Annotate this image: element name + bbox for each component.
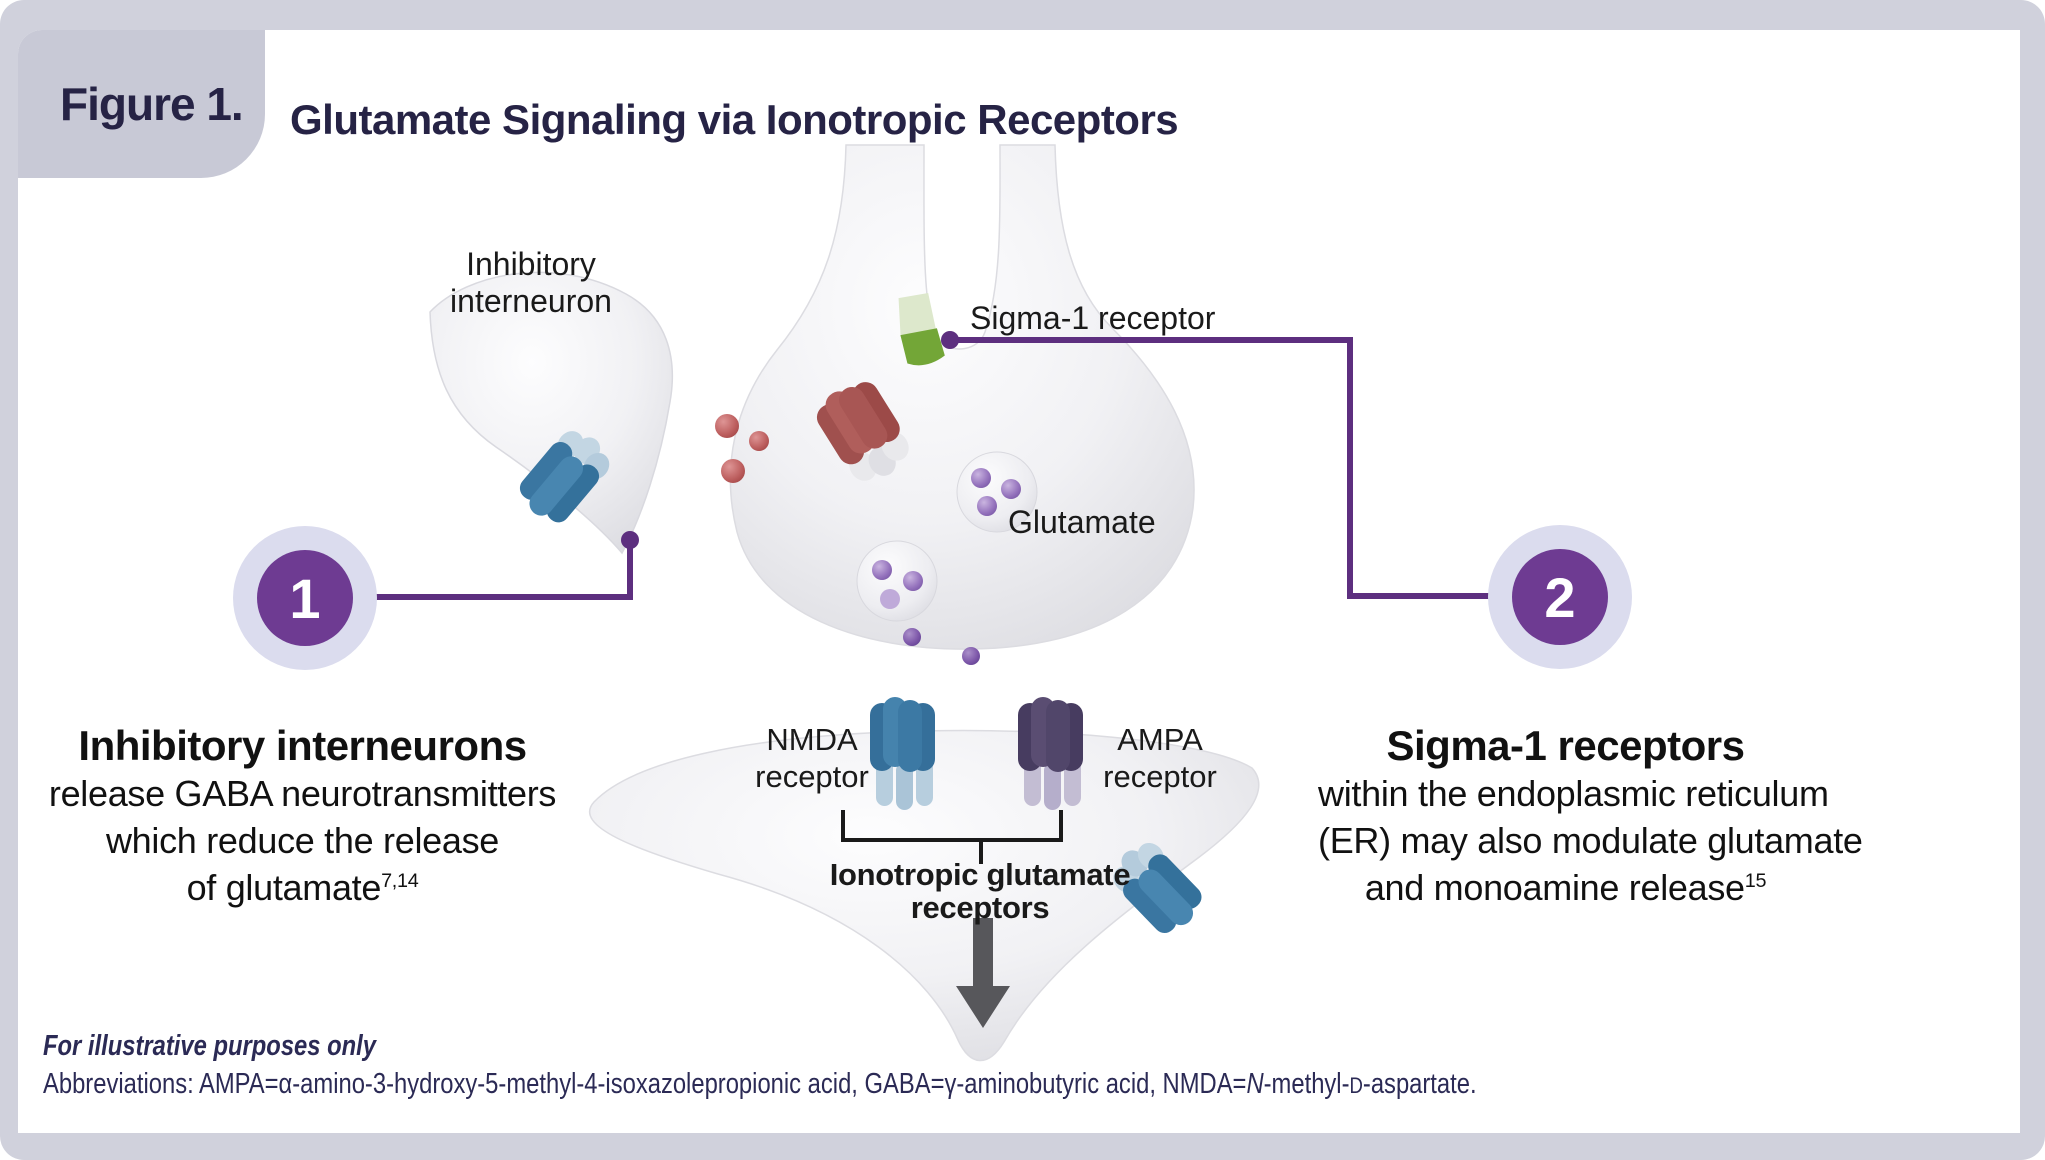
sigma1-receptor-label: Sigma-1 receptor <box>970 300 1216 336</box>
callout-1-heading: Inhibitory interneurons <box>78 722 527 769</box>
abbreviations-text: Abbreviations: AMPA=α-amino-3-hydroxy-5-… <box>43 1068 1247 1100</box>
release-arrow-icon <box>956 918 1010 1028</box>
abbreviations-line: Abbreviations: AMPA=α-amino-3-hydroxy-5-… <box>43 1068 1477 1100</box>
glutamate-vesicle <box>956 451 1038 533</box>
inhibitory-interneuron-label: Inhibitory interneuron <box>450 246 612 319</box>
callout-2-badge: 2 <box>1512 549 1608 645</box>
nmda-receptor-graphic <box>870 697 935 810</box>
callout-1-badge: 1 <box>257 550 353 646</box>
ampa-receptor-label: AMPA receptor <box>1103 722 1217 794</box>
glutamate-label: Glutamate <box>1008 504 1156 540</box>
sigma1-receptor-graphic <box>898 292 945 366</box>
postsynaptic-blue-receptor-graphic <box>1113 842 1202 934</box>
gaba-autoreceptor-graphic <box>519 431 610 523</box>
reference-superscript: 7,14 <box>381 870 419 892</box>
callout-line-1 <box>355 531 639 600</box>
nmda-receptor-label: NMDA receptor <box>755 722 869 794</box>
callout-1-text: Inhibitory interneurons release GABA neu… <box>45 722 560 911</box>
figure-title: Glutamate Signaling via Ionotropic Recep… <box>290 96 1179 143</box>
callout-2-text: Sigma-1 receptors within the endoplasmic… <box>1318 722 1863 908</box>
callout-line-2 <box>941 331 1510 599</box>
presynaptic-neuron-shape <box>729 144 1195 650</box>
callout-2-heading: Sigma-1 receptors <box>1386 722 1745 769</box>
gaba-dots <box>715 414 769 483</box>
figure-number-tab: Figure 1. <box>18 30 265 178</box>
illustrative-note: For illustrative purposes only <box>43 1030 376 1062</box>
glutamate-vesicle <box>856 540 938 622</box>
receptor-bracket <box>841 810 1063 864</box>
reference-superscript: 15 <box>1744 870 1767 892</box>
inhibitory-interneuron-shape <box>429 271 674 555</box>
ionotropic-receptors-label: Ionotropic glutamate receptors <box>829 857 1131 925</box>
ampa-receptor-graphic <box>1018 697 1083 810</box>
gaba-receptor-graphic <box>816 382 909 481</box>
figure-number-label: Figure 1. <box>60 78 244 130</box>
glutamate-dots <box>903 628 980 665</box>
